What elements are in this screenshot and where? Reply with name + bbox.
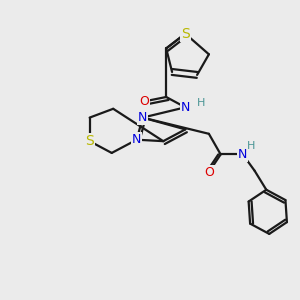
Text: N: N: [181, 101, 190, 114]
Text: O: O: [204, 166, 214, 178]
Text: N: N: [238, 148, 248, 161]
Text: S: S: [85, 134, 94, 148]
Text: O: O: [139, 95, 149, 108]
Text: S: S: [181, 27, 190, 41]
Text: N: N: [132, 133, 141, 146]
Text: H: H: [197, 98, 206, 108]
Text: H: H: [247, 141, 256, 151]
Text: N: N: [138, 111, 147, 124]
